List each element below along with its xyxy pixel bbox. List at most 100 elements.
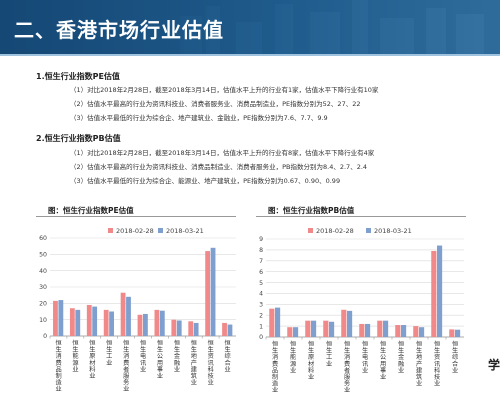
pe-chart-svg: 2018-02-28 2018-03-21 0 10 20 30 40 50 60 恒生消费品制造… bbox=[39, 227, 236, 393]
pe-bar bbox=[109, 311, 114, 336]
pb-figure-caption: 图：恒生行业指数PB估值 bbox=[268, 206, 355, 215]
pb-category-label: 恒生地产建筑业 bbox=[416, 340, 423, 388]
pb-bar bbox=[449, 329, 455, 337]
pe-y-tick-label: 20 bbox=[39, 301, 47, 308]
pe-category-label: 恒生综合业 bbox=[225, 339, 231, 373]
pb-bar bbox=[431, 250, 437, 337]
pe-bar bbox=[154, 309, 160, 336]
pe-category-label: 恒生公用事业 bbox=[157, 339, 163, 380]
pb-bar bbox=[275, 307, 281, 337]
pe-bar bbox=[126, 296, 131, 336]
pe-y-tick-label: 0 bbox=[43, 333, 47, 340]
pb-y-tick-label: 8 bbox=[259, 247, 263, 254]
pe-category-label: 恒生消费品制造业 bbox=[55, 339, 61, 393]
pe-legend-swatch bbox=[158, 228, 163, 233]
pe-bar bbox=[205, 251, 211, 336]
pe-bar bbox=[188, 321, 194, 336]
pb-bar bbox=[287, 327, 293, 337]
pb-y-tick-label: 2 bbox=[259, 312, 263, 319]
pe-bar bbox=[176, 320, 182, 336]
pb-category-label: 恒生金融业 bbox=[398, 340, 405, 374]
pe-bar bbox=[222, 322, 227, 336]
pe-category-label: 恒生电讯业 bbox=[140, 339, 146, 373]
pe-bar bbox=[193, 322, 199, 336]
pb-bar bbox=[395, 325, 401, 337]
pb-y-tick-label: 1 bbox=[259, 323, 263, 330]
pe-caption-rule bbox=[36, 216, 236, 217]
header-overlay bbox=[0, 0, 500, 56]
pb-bar bbox=[323, 320, 329, 337]
pb-bar bbox=[455, 329, 461, 337]
pe-y-tick-label: 30 bbox=[39, 284, 47, 291]
pe-legend-swatch bbox=[108, 228, 113, 233]
pb-legend-swatch bbox=[308, 228, 313, 233]
pe-bar bbox=[171, 319, 177, 336]
pb-bar bbox=[305, 320, 311, 337]
pe-y-tick-label: 10 bbox=[39, 317, 47, 324]
pe-bar bbox=[86, 304, 92, 336]
page-title: 二、香港市场行业估值 bbox=[14, 18, 224, 42]
pe-section-heading: 1.恒生行业指数PE估值 bbox=[36, 72, 120, 81]
pb-line-1: （1）对比2018年2月28日，截至2018年3月14日，估值水平上升的行业有8… bbox=[70, 149, 375, 157]
pe-bar bbox=[143, 313, 148, 336]
pb-bar bbox=[311, 320, 317, 337]
pb-legend-label: 2018-02-28 bbox=[316, 227, 354, 235]
pb-bar bbox=[347, 310, 353, 337]
pe-bar bbox=[69, 308, 75, 336]
pe-bar bbox=[159, 310, 165, 336]
pb-y-tick-label: 7 bbox=[259, 258, 263, 265]
pb-bar bbox=[419, 327, 425, 337]
pb-bar bbox=[293, 327, 299, 337]
pb-y-tick-label: 6 bbox=[259, 269, 263, 276]
pb-category-label: 恒生工业 bbox=[326, 340, 332, 368]
pb-y-tick-label: 0 bbox=[259, 334, 263, 341]
pb-y-tick-label: 3 bbox=[259, 302, 263, 309]
pe-bar bbox=[75, 309, 81, 336]
pb-line-3: （3）估值水平最低的行业为综合企、能源业、地产建筑业，PE指数分别为0.67、0… bbox=[70, 177, 341, 185]
pb-category-label: 恒生能源业 bbox=[290, 340, 296, 374]
pe-y-tick-label: 40 bbox=[39, 268, 47, 275]
pb-category-label: 恒生消费品制造业 bbox=[272, 340, 278, 394]
pb-legend-swatch bbox=[366, 228, 371, 233]
pb-category-label: 恒生电讯业 bbox=[362, 340, 368, 374]
pe-category-label: 恒生消费者服务业 bbox=[123, 339, 129, 393]
pe-bar bbox=[137, 314, 143, 336]
pe-bar bbox=[53, 300, 58, 336]
pe-y-tick-label: 60 bbox=[39, 235, 47, 242]
pe-bar bbox=[227, 324, 233, 336]
pe-category-label: 恒生金融业 bbox=[174, 339, 181, 373]
pe-category-label: 恒生资讯科技业 bbox=[208, 339, 214, 387]
pb-chart: 2018-02-28 2018-03-21 0 1 2 3 4 5 6 7 8 9 恒生消费品制造业 恒生… bbox=[252, 218, 470, 402]
pb-bar bbox=[413, 326, 419, 337]
pe-bar bbox=[58, 300, 64, 336]
pb-category-label: 恒生综合业 bbox=[452, 340, 458, 374]
pe-chart: 2018-02-28 2018-03-21 0 10 20 30 40 50 60 恒生消费品制造… bbox=[30, 218, 242, 402]
pe-category-label: 恒生能源业 bbox=[72, 339, 78, 373]
pe-bar bbox=[103, 309, 109, 336]
pe-line-3: （3）估值水平最低的行业为综合企、地产建筑业、金融业，PE指数分别为7.6、7.… bbox=[70, 114, 328, 122]
pb-bar bbox=[329, 321, 335, 337]
pb-bar bbox=[365, 323, 371, 337]
pb-section-heading: 2.恒生行业指数PB估值 bbox=[36, 134, 121, 143]
pe-legend-label: 2018-02-28 bbox=[116, 227, 154, 235]
edge-glyph: 学 bbox=[487, 358, 500, 372]
pb-bar bbox=[377, 320, 383, 337]
pb-category-label: 恒生资讯科技业 bbox=[434, 340, 440, 388]
pb-legend-label: 2018-03-21 bbox=[374, 227, 412, 235]
pe-figure-caption: 图：恒生行业指数PE估值 bbox=[48, 206, 134, 215]
pe-bar bbox=[120, 292, 126, 336]
slide-header: 二、香港市场行业估值 bbox=[0, 0, 500, 56]
pe-y-tick-label: 50 bbox=[39, 252, 47, 259]
pb-y-tick-label: 9 bbox=[259, 236, 263, 243]
pb-bar bbox=[401, 325, 407, 337]
pb-bar bbox=[359, 323, 365, 337]
pb-caption-rule bbox=[256, 216, 466, 217]
pb-category-label: 恒生原材料业 bbox=[308, 340, 314, 381]
pe-legend-label: 2018-03-21 bbox=[166, 227, 204, 235]
pe-line-2: （2）估值水平最高的行业为资讯科技业、消费者服务业、消费品制造业，PE指数分别为… bbox=[70, 100, 361, 108]
pb-y-tick-label: 5 bbox=[259, 280, 263, 287]
pb-category-label: 恒生消费者服务业 bbox=[344, 340, 350, 394]
pe-category-label: 恒生地产建筑业 bbox=[191, 339, 198, 387]
header-rule bbox=[0, 54, 500, 56]
pe-line-1: （1）对比2018年2月28日，截至2018年3月14日，估值水平上升的行业有1… bbox=[70, 86, 379, 94]
